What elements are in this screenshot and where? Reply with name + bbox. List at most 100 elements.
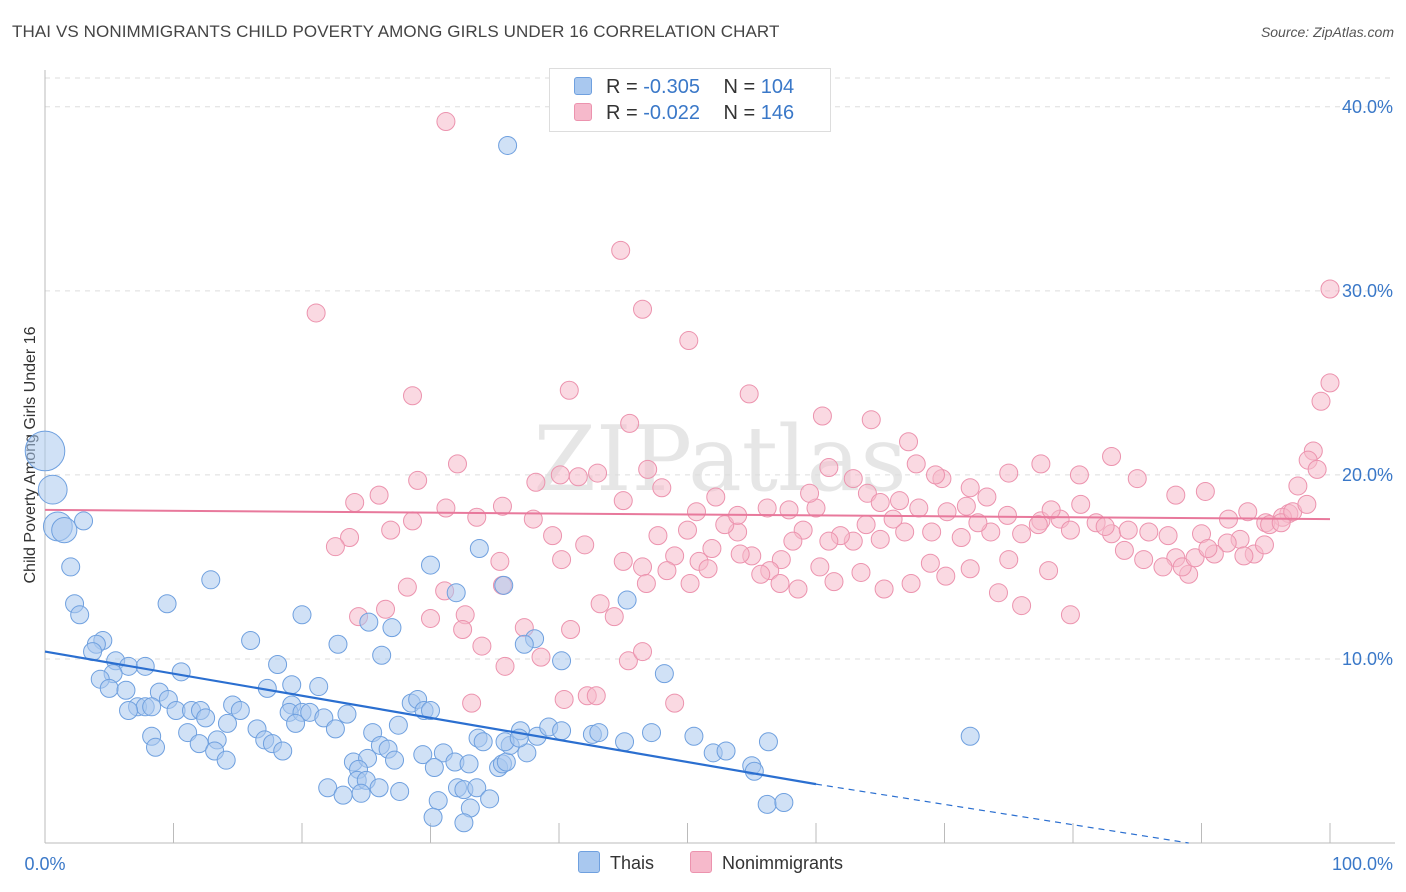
thais-point <box>385 750 405 770</box>
nonimmigrants-point <box>467 507 487 527</box>
nonimmigrants-swatch <box>690 851 712 873</box>
thais-point <box>496 752 516 772</box>
nonimmigrants-point <box>1041 500 1061 520</box>
thais-point <box>758 732 778 752</box>
nonimmigrants-point <box>1320 279 1340 299</box>
thais-point <box>424 758 444 778</box>
nonimmigrants-point <box>1172 557 1192 577</box>
thais-point <box>423 807 443 827</box>
nonimmigrants-point <box>613 551 633 571</box>
nonimmigrants-point <box>926 465 946 485</box>
nonimmigrants-point <box>526 472 546 492</box>
thais-point <box>286 713 306 733</box>
thais-point <box>615 732 635 752</box>
y-tick-label: 30.0% <box>1342 281 1393 301</box>
nonimmigrants-point <box>770 573 790 593</box>
nonimmigrants-point <box>988 583 1008 603</box>
legend-n-value: 146 <box>760 102 795 124</box>
nonimmigrants-point <box>956 496 976 516</box>
nonimmigrants-point <box>588 463 608 483</box>
nonimmigrants-point <box>1320 373 1340 393</box>
nonimmigrants-point <box>819 458 839 478</box>
nonimmigrants-point <box>936 566 956 586</box>
nonimmigrants-point <box>824 572 844 592</box>
thais-point <box>359 612 379 632</box>
nonimmigrants-point <box>552 550 572 570</box>
nonimmigrants-point <box>679 331 699 351</box>
nonimmigrants-point <box>1060 605 1080 625</box>
y-tick-label: 10.0% <box>1342 649 1393 669</box>
nonimmigrants-point <box>870 493 890 513</box>
thais-point <box>282 675 302 695</box>
nonimmigrants-point <box>678 520 697 540</box>
thais-point <box>273 741 293 761</box>
nonimmigrants-point <box>495 656 515 676</box>
thais-point <box>318 778 338 798</box>
nonimmigrants-point <box>381 520 401 540</box>
nonimmigrants-point <box>1039 561 1059 581</box>
thais-point <box>684 726 704 746</box>
thais-point <box>716 741 736 761</box>
nonimmigrants-point <box>403 386 423 406</box>
thais-point <box>421 555 440 575</box>
nonimmigrants-point <box>1238 502 1258 522</box>
nonimmigrants-point <box>613 491 633 511</box>
nonimmigrants-point <box>657 561 677 581</box>
nonimmigrants-point <box>648 526 668 546</box>
nonimmigrants-point <box>1012 524 1032 544</box>
nonimmigrants-point <box>652 478 672 498</box>
thais-trendline <box>44 650 817 786</box>
nonimmigrants-point <box>447 454 467 474</box>
source-credit: Source: ZipAtlas.com <box>1260 24 1394 40</box>
nonimmigrants-point <box>698 559 718 579</box>
nonimmigrants-point <box>1139 522 1159 542</box>
legend-r-value: -0.022 <box>643 102 700 124</box>
nonimmigrants-point <box>1060 520 1080 540</box>
thais-point <box>351 783 371 803</box>
nonimmigrants-point <box>861 410 881 430</box>
thais-point <box>654 664 674 684</box>
nonimmigrants-point <box>306 303 326 323</box>
thais-point <box>328 634 348 654</box>
thais-point <box>517 743 537 763</box>
thais-swatch <box>578 851 600 873</box>
nonimmigrants-point <box>665 546 685 566</box>
nonimmigrants-point <box>1153 557 1173 577</box>
correlation-legend: R = -0.305 N = 104 R = -0.022 N = 146 <box>549 68 831 132</box>
nonimmigrants-point <box>883 509 903 529</box>
thais-point <box>171 662 191 682</box>
nonimmigrants-point <box>851 562 871 582</box>
nonimmigrants-point <box>751 564 771 584</box>
nonimmigrants-point <box>997 505 1017 525</box>
nonimmigrants-point <box>575 535 595 555</box>
nonimmigrants-point <box>1127 469 1147 489</box>
nonimmigrants-point <box>1297 494 1317 514</box>
nonimmigrants-point <box>620 413 640 433</box>
thais-point <box>292 605 312 625</box>
thais-point <box>382 618 402 638</box>
thais-swatch <box>574 77 592 95</box>
nonimmigrants-point <box>870 529 890 549</box>
nonimmigrants-point <box>1102 447 1122 466</box>
thais-point <box>70 605 90 625</box>
nonimmigrants-point <box>906 454 926 474</box>
thais-point <box>268 654 288 674</box>
thais-point <box>454 813 474 833</box>
nonimmigrants-point <box>706 487 726 507</box>
nonimmigrants-point <box>922 522 942 542</box>
thais-point <box>494 575 514 595</box>
thais-point <box>498 135 518 155</box>
legend-n-label: N = <box>723 76 756 98</box>
nonimmigrants-point <box>1166 485 1186 505</box>
nonimmigrants-point <box>421 608 440 628</box>
thais-point <box>369 778 389 798</box>
legend-r-value: -0.305 <box>643 76 700 98</box>
nonimmigrants-point <box>633 557 653 577</box>
thais-point <box>589 723 609 743</box>
nonimmigrants-point <box>1028 515 1048 535</box>
thais-point <box>230 700 250 720</box>
nonimmigrants-point <box>436 498 456 518</box>
thais-point <box>119 700 139 720</box>
nonimmigrants-point <box>1307 459 1327 479</box>
